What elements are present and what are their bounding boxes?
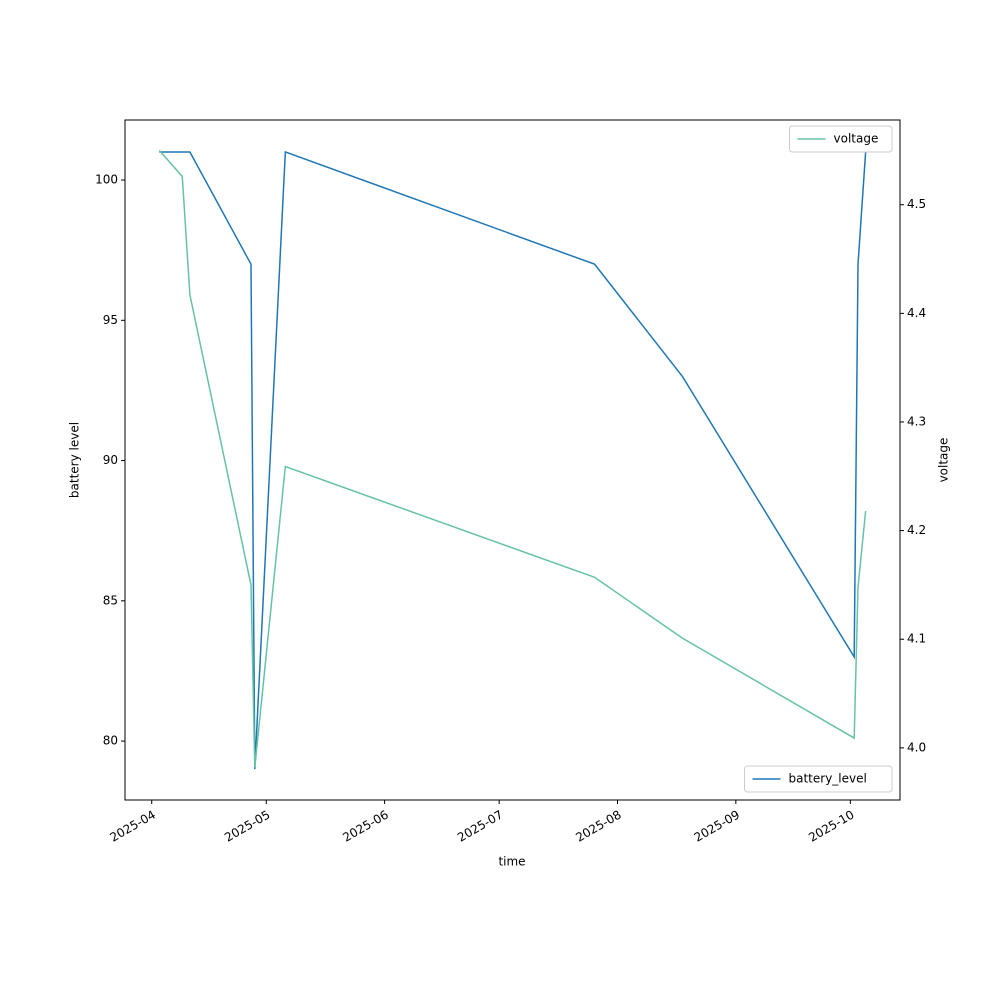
y-axis-label: battery level: [68, 422, 82, 498]
x-tick-label: 2025-06: [340, 808, 390, 845]
y2-axis-label: voltage: [937, 438, 951, 483]
y2-tick-label: 4.5: [907, 197, 926, 211]
y2-tick-label: 4.2: [907, 523, 926, 537]
y-tick-label: 80: [103, 734, 118, 748]
legend-label: voltage: [834, 132, 879, 146]
legend-label: battery_level: [789, 772, 867, 786]
y2-tick-label: 4.4: [907, 306, 926, 320]
legend-box: [789, 125, 893, 153]
plot-frame: [124, 119, 901, 801]
y-tick-label: 100: [95, 173, 118, 187]
x-tick-label: 2025-04: [108, 808, 158, 845]
y-tick-label: 85: [103, 593, 118, 607]
y2-tick-label: 4.3: [907, 414, 926, 428]
series-line: [159, 150, 867, 770]
series-line: [158, 149, 867, 768]
x-tick-label: 2025-05: [222, 808, 272, 845]
y-tick-label: 95: [103, 313, 118, 327]
x-tick-label: 2025-08: [573, 808, 623, 845]
x-tick-label: 2025-07: [455, 808, 505, 845]
x-axis-label: time: [498, 855, 525, 869]
y2-tick-label: 4.1: [907, 632, 926, 646]
y2-tick-label: 4.0: [907, 740, 926, 754]
y-tick-label: 90: [103, 453, 118, 467]
x-tick-label: 2025-09: [692, 808, 742, 845]
legend-box: [744, 765, 893, 793]
x-tick-label: 2025-10: [806, 808, 856, 845]
